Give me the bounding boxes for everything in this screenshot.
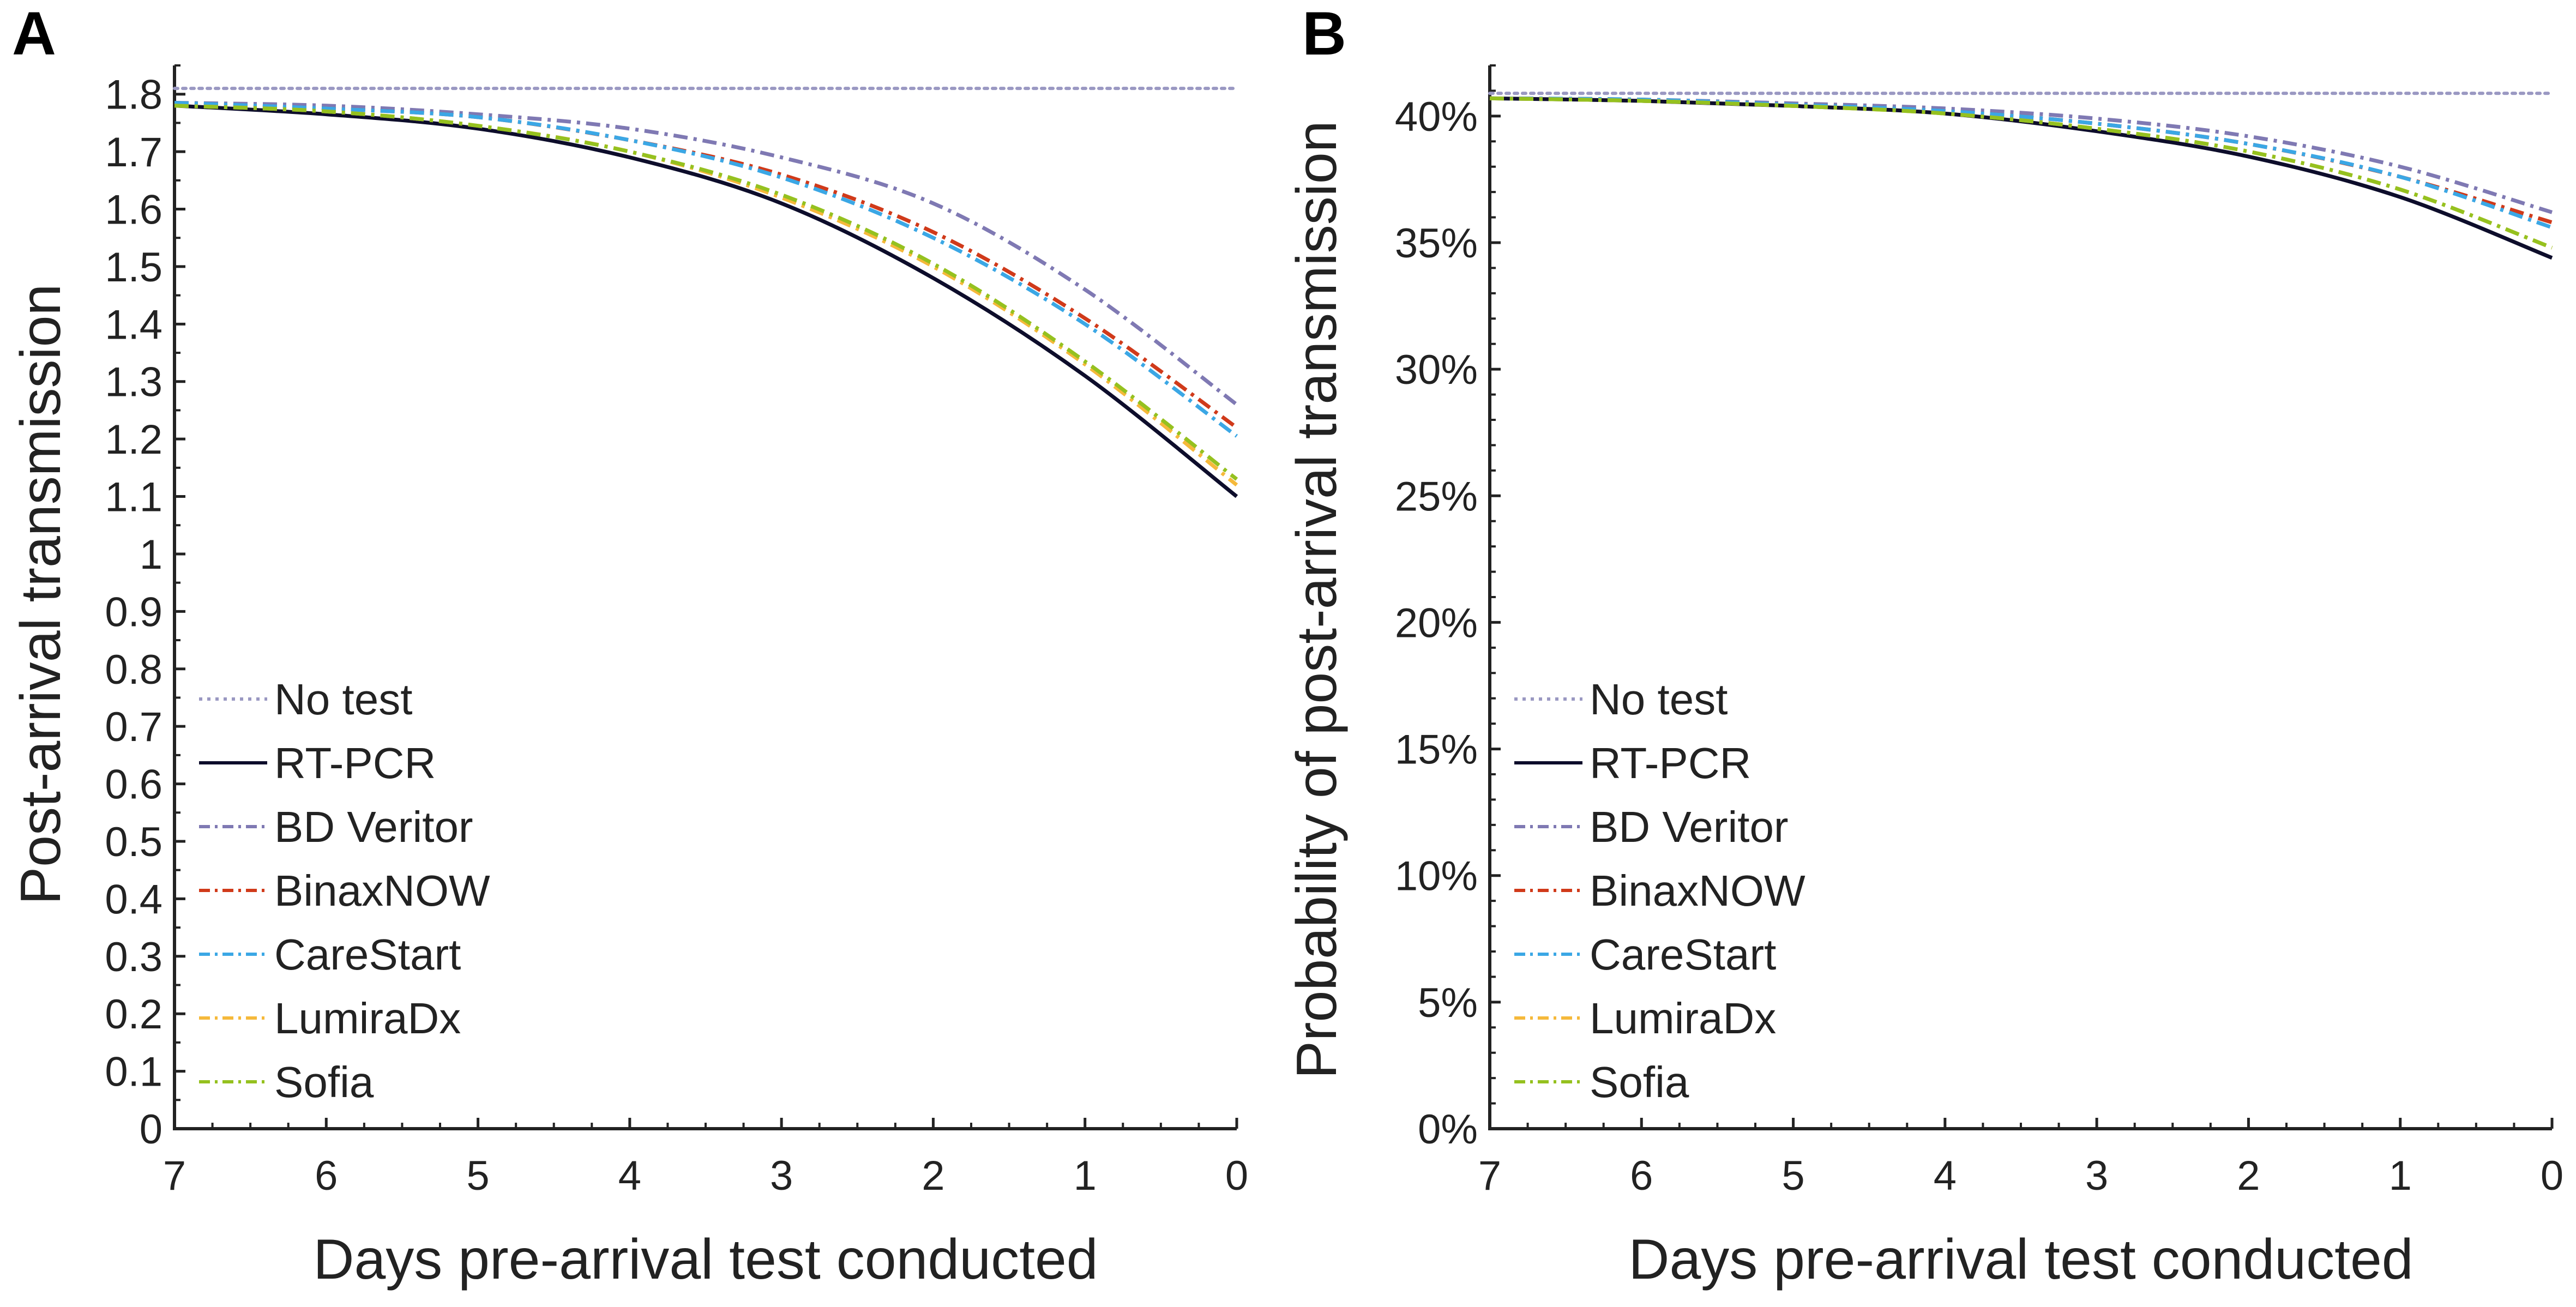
- legend-label: BD Veritor: [274, 803, 473, 851]
- legend-entry: BinaxNOW: [199, 866, 490, 915]
- legend-label: Sofia: [274, 1058, 374, 1106]
- legend-label: LumiraDx: [1590, 994, 1776, 1043]
- x-tick-label: 5: [466, 1153, 489, 1199]
- x-tick-label: 1: [1074, 1153, 1097, 1199]
- series-line-carestart: [174, 101, 1238, 438]
- panel-b-legend: No test RT-PCR BD Veritor BinaxNOW CareStart…: [1514, 675, 1805, 1106]
- legend-entry: No test: [1514, 675, 1728, 724]
- legend-entry: Sofia: [1514, 1058, 1689, 1106]
- y-tick-label: 0: [140, 1106, 162, 1153]
- y-tick-label: 0.9: [105, 589, 162, 635]
- y-tick-label: 1.3: [105, 359, 162, 406]
- legend-entry: CareStart: [1514, 930, 1776, 979]
- panel-a: A 0 0.1 0.2 0.3 0.4 0.5 0.6 0.7 0.8 0.9 1 1.1 1.2 1.3…: [9, 0, 1248, 1291]
- legend-label: CareStart: [274, 930, 461, 979]
- y-tick-label: 15%: [1395, 727, 1478, 773]
- y-tick-label: 1.4: [105, 302, 162, 348]
- legend-entry: BD Veritor: [1514, 803, 1789, 851]
- y-tick-label: 40%: [1395, 94, 1478, 140]
- panel-letter-b: B: [1302, 0, 1346, 68]
- y-tick-label: 1.2: [105, 417, 162, 463]
- series-line-rt-pcr: [174, 104, 1238, 498]
- series-line-sofia: [1489, 96, 2553, 250]
- x-tick-label: 7: [163, 1153, 186, 1199]
- panel-b-ticks: 0% 5% 10% 15% 20% 25% 30% 35% 40% 7 6 5 4 3 2 1 0: [1395, 64, 2563, 1199]
- panel-b-x-axis-title: Days pre-arrival test conducted: [1628, 1228, 2413, 1291]
- legend-entry: CareStart: [199, 930, 461, 979]
- legend-label: LumiraDx: [274, 994, 461, 1043]
- legend-label: CareStart: [1590, 930, 1776, 979]
- series-line-carestart: [1489, 96, 2553, 230]
- panel-a-ticks: 0 0.1 0.2 0.3 0.4 0.5 0.6 0.7 0.8 0.9 1 1.1 1.2 1.3 1.…: [105, 64, 1248, 1199]
- y-tick-label: 1.7: [105, 129, 162, 176]
- panel-a-y-axis-title: Post-arrival transmission: [9, 284, 73, 905]
- x-tick-label: 0: [2541, 1153, 2563, 1199]
- y-tick-label: 20%: [1395, 600, 1478, 646]
- x-tick-label: 2: [2237, 1153, 2260, 1199]
- legend-entry: RT-PCR: [1514, 739, 1751, 787]
- y-tick-label: 0.5: [105, 819, 162, 865]
- x-tick-label: 4: [1934, 1153, 1957, 1199]
- x-tick-label: 1: [2389, 1153, 2412, 1199]
- panel-a-x-axis-title: Days pre-arrival test conducted: [313, 1228, 1098, 1291]
- panel-b: B 0% 5% 10% 15% 20% 25% 30% 35% 40% 7 6 5 4 3 2 1 0 No t…: [1285, 0, 2563, 1291]
- x-tick-label: 0: [1225, 1153, 1248, 1199]
- x-tick-label: 6: [315, 1153, 338, 1199]
- legend-entry: LumiraDx: [1514, 994, 1776, 1043]
- legend-label: BinaxNOW: [274, 866, 490, 915]
- legend-label: RT-PCR: [1590, 739, 1751, 787]
- legend-label: BinaxNOW: [1590, 866, 1805, 915]
- x-tick-label: 7: [1478, 1153, 1501, 1199]
- y-tick-label: 1: [140, 532, 162, 578]
- y-tick-label: 0.6: [105, 762, 162, 808]
- legend-entry: LumiraDx: [199, 994, 461, 1043]
- y-tick-label: 1.1: [105, 474, 162, 521]
- legend-label: No test: [1590, 675, 1728, 724]
- y-tick-label: 0.3: [105, 934, 162, 980]
- legend-label: RT-PCR: [274, 739, 436, 787]
- series-line-sofia: [174, 104, 1238, 481]
- y-tick-label: 5%: [1418, 980, 1478, 1026]
- panel-a-legend: No test RT-PCR BD Veritor BinaxNOW CareStart…: [199, 675, 490, 1106]
- y-tick-label: 0.8: [105, 647, 162, 693]
- y-tick-label: 1.6: [105, 187, 162, 233]
- x-tick-label: 2: [922, 1153, 944, 1199]
- y-tick-label: 30%: [1395, 347, 1478, 393]
- y-tick-label: 0.1: [105, 1049, 162, 1095]
- y-tick-label: 1.5: [105, 244, 162, 291]
- y-tick-label: 1.8: [105, 72, 162, 118]
- legend-label: Sofia: [1590, 1058, 1689, 1106]
- panel-b-lines: [1488, 92, 2554, 260]
- panel-letter-a: A: [12, 0, 56, 68]
- legend-entry: BD Veritor: [199, 803, 473, 851]
- legend-entry: Sofia: [199, 1058, 374, 1106]
- y-tick-label: 0%: [1418, 1106, 1478, 1153]
- y-tick-label: 0.4: [105, 876, 162, 923]
- y-tick-label: 10%: [1395, 853, 1478, 900]
- y-tick-label: 25%: [1395, 473, 1478, 520]
- legend-label: No test: [274, 675, 412, 724]
- y-tick-label: 0.2: [105, 991, 162, 1038]
- y-tick-label: 35%: [1395, 220, 1478, 267]
- series-line-bd-veritor: [1489, 96, 2553, 214]
- x-tick-label: 6: [1630, 1153, 1653, 1199]
- y-tick-label: 0.7: [105, 704, 162, 750]
- x-tick-label: 5: [1781, 1153, 1804, 1199]
- panel-b-y-axis-title: Probability of post-arrival transmission: [1285, 121, 1349, 1079]
- legend-entry: BinaxNOW: [1514, 866, 1805, 915]
- legend-label: BD Veritor: [1590, 803, 1789, 851]
- series-line-bd-veritor: [174, 101, 1238, 406]
- legend-entry: RT-PCR: [199, 739, 436, 787]
- x-tick-label: 4: [618, 1153, 641, 1199]
- panel-a-lines: [173, 87, 1238, 498]
- x-tick-label: 3: [2085, 1153, 2108, 1199]
- legend-entry: No test: [199, 675, 412, 724]
- x-tick-label: 3: [770, 1153, 793, 1199]
